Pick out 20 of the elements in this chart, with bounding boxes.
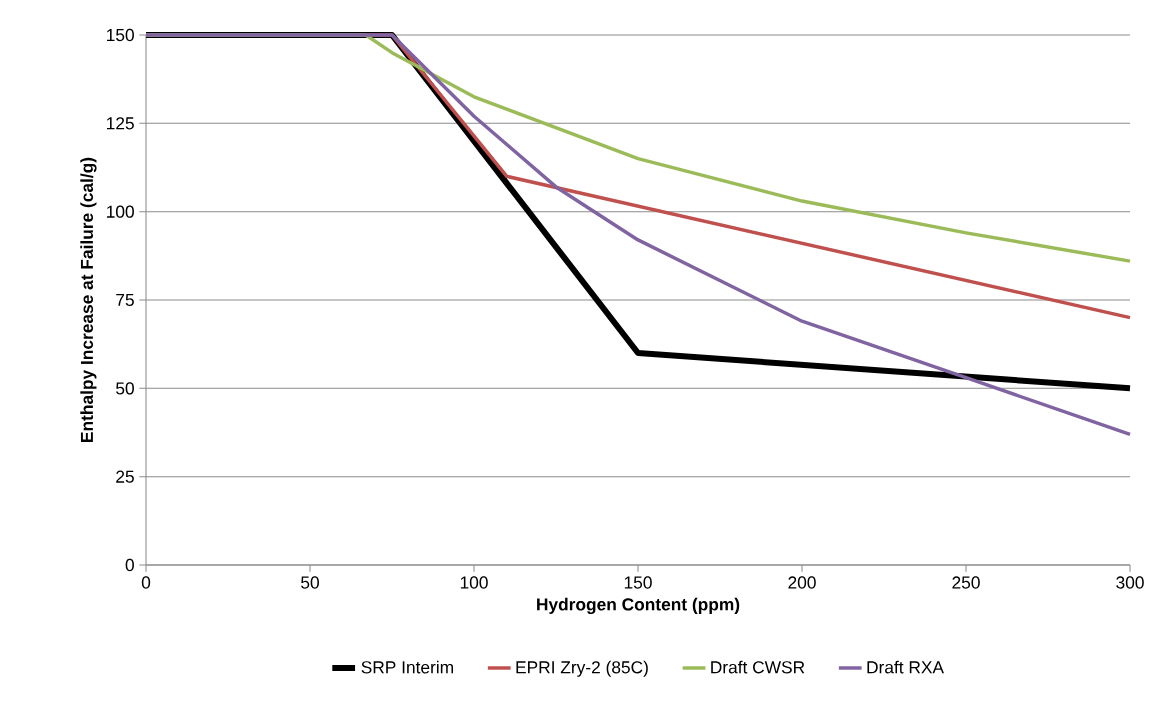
legend-label: Draft CWSR xyxy=(711,660,805,674)
x-tick-label: 150 xyxy=(624,576,652,589)
x-tick-label: 50 xyxy=(301,576,319,589)
y-tick-label: 75 xyxy=(116,293,134,307)
x-tick-label: 200 xyxy=(788,576,816,589)
x-tick-label: 100 xyxy=(460,576,488,589)
y-tick-label: 100 xyxy=(107,205,134,218)
legend-label: SRP Interim xyxy=(361,660,453,674)
y-axis-title: Enthalpy Increase at Failure (cal/g) xyxy=(80,157,97,442)
y-tick-label: 25 xyxy=(116,470,134,483)
y-tick-label: 125 xyxy=(107,117,134,130)
y-tick-label: 0 xyxy=(125,558,134,572)
legend-label: EPRI Zry-2 (85C) xyxy=(516,660,648,677)
x-axis-title: Hydrogen Content (ppm) xyxy=(537,597,740,615)
y-tick-label: 150 xyxy=(107,28,134,42)
legend-label: Draft RXA xyxy=(867,660,944,674)
x-tick-label: 300 xyxy=(1116,576,1144,589)
x-tick-label: 0 xyxy=(141,576,151,589)
x-tick-label: 250 xyxy=(952,576,980,589)
y-tick-label: 50 xyxy=(116,382,134,395)
